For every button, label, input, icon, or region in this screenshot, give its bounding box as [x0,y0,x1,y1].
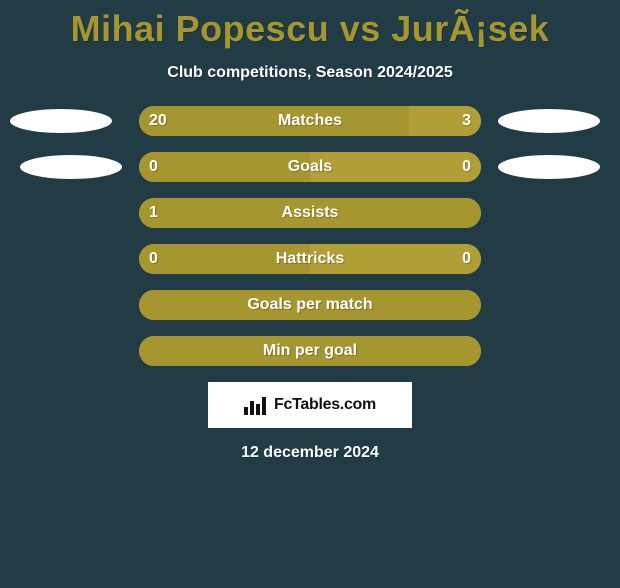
left-team-marker [20,155,122,179]
footer-date: 12 december 2024 [0,444,620,462]
stat-bar-left-fill [139,244,310,274]
stat-bar: Matches203 [139,106,481,136]
right-team-marker [498,155,600,179]
right-team-marker [498,109,600,133]
stat-bar-left-fill [139,106,409,136]
stat-row: Goals per match [0,290,620,320]
comparison-subtitle: Club competitions, Season 2024/2025 [0,64,620,82]
stat-bar-right-fill [310,152,481,182]
stat-rows: Matches203 Goals00 Assists1 Hattricks00 Goal… [0,106,620,366]
left-team-marker [10,109,112,133]
chart-bars-icon [244,395,268,415]
stat-bar-left-fill [139,198,481,228]
stat-row: Matches203 [0,106,620,136]
stat-bar-left-fill [139,152,310,182]
brand-text: FcTables.com [274,396,376,414]
stat-bar: Assists1 [139,198,481,228]
comparison-title: Mihai Popescu vs JurÃ¡sek [0,8,620,50]
stat-bar-right-fill [310,244,481,274]
stat-row: Assists1 [0,198,620,228]
stat-bar: Min per goal [139,336,481,366]
stat-bar-left-fill [139,290,481,320]
stat-row: Goals00 [0,152,620,182]
brand-badge: FcTables.com [208,382,412,428]
stat-bar-left-fill [139,336,481,366]
stat-bar: Goals per match [139,290,481,320]
stat-bar: Hattricks00 [139,244,481,274]
stat-bar-right-fill [409,106,481,136]
stat-bar: Goals00 [139,152,481,182]
stat-row: Hattricks00 [0,244,620,274]
stat-row: Min per goal [0,336,620,366]
